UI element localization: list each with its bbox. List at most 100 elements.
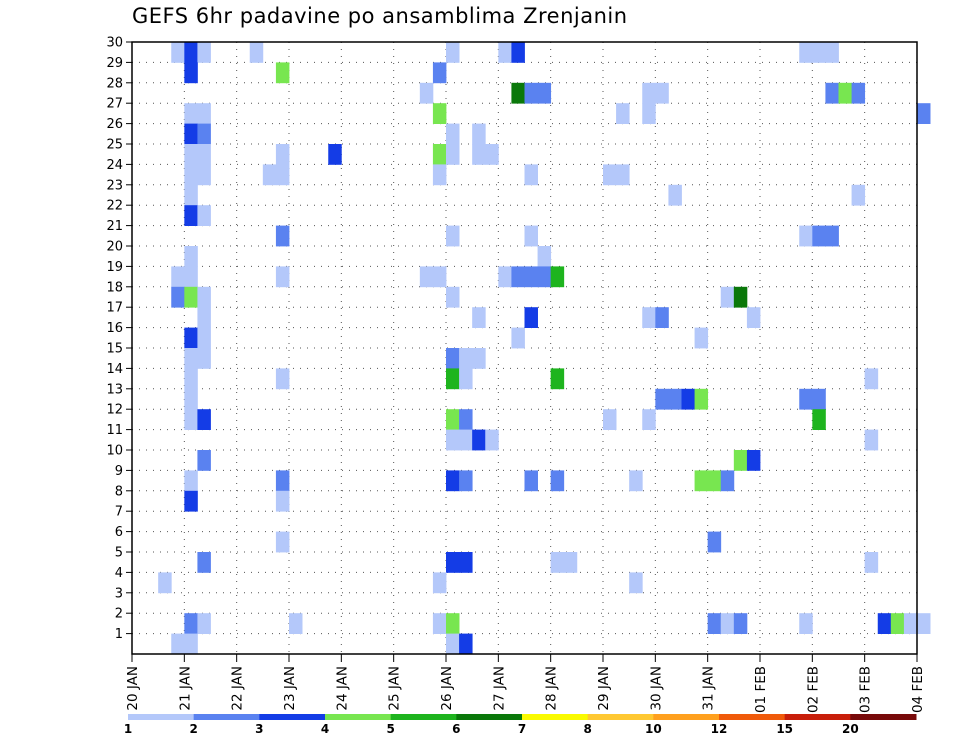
heatmap-cell — [655, 82, 669, 104]
heatmap-cell — [197, 450, 211, 471]
heatmap-cell — [851, 82, 866, 104]
heatmap-cell — [903, 613, 918, 634]
y-tick-label: 20 — [106, 240, 123, 255]
chart-title: GEFS 6hr padavine po ansamblima Zrenjani… — [132, 4, 628, 28]
heatmap-cell — [694, 470, 709, 492]
y-tick-label: 28 — [106, 76, 123, 91]
x-tick-label: 03 FEB — [858, 666, 874, 713]
y-tick-label: 11 — [106, 423, 123, 438]
heatmap-cell — [825, 225, 839, 247]
heatmap-cell — [655, 388, 669, 410]
heatmap-cell — [184, 409, 198, 430]
heatmap-cell — [733, 613, 748, 634]
heatmap-cell — [825, 82, 839, 104]
heatmap-cell — [446, 633, 460, 655]
heatmap-cell — [511, 266, 525, 288]
heatmap-cell — [419, 82, 434, 104]
y-tick-label: 10 — [106, 444, 123, 459]
heatmap-cell — [537, 266, 552, 288]
x-tick-label: 28 JAN — [544, 666, 560, 711]
heatmap-cell — [171, 286, 185, 308]
heatmap-cell — [459, 429, 473, 451]
heatmap-cell — [197, 409, 211, 430]
heatmap-cell — [720, 470, 735, 492]
heatmap-cell — [799, 42, 813, 63]
colorbar-swatch — [850, 714, 917, 720]
y-tick-label: 12 — [106, 403, 123, 418]
heatmap-cell — [158, 572, 172, 594]
y-tick-label: 5 — [115, 546, 123, 561]
heatmap-cell — [184, 62, 198, 84]
heatmap-cell — [550, 470, 565, 492]
heatmap-cell — [864, 429, 879, 451]
colorbar-swatch — [193, 714, 260, 720]
heatmap-cell — [681, 388, 695, 410]
y-tick-label: 29 — [106, 56, 123, 71]
colorbar-label: 4 — [321, 722, 329, 736]
heatmap-cell — [446, 368, 460, 390]
x-tick-label: 29 JAN — [596, 666, 612, 711]
colorbar-label: 3 — [255, 722, 263, 736]
heatmap-cell — [459, 368, 473, 390]
y-tick-label: 23 — [106, 178, 123, 193]
heatmap-cell — [446, 42, 460, 63]
x-tick-label: 25 JAN — [387, 666, 403, 711]
heatmap-cell — [197, 205, 211, 226]
heatmap-cell — [459, 348, 473, 369]
x-tick-label: 04 FEB — [910, 666, 926, 713]
y-tick-label: 8 — [115, 484, 123, 499]
x-tick-label: 26 JAN — [439, 666, 455, 711]
colorbar-swatch — [259, 714, 326, 720]
heatmap-cell — [524, 266, 538, 288]
heatmap-cell — [328, 144, 342, 165]
x-tick-label: 31 JAN — [701, 666, 717, 711]
y-tick-label: 24 — [106, 158, 123, 173]
heatmap-cell — [184, 348, 198, 369]
colorbar-swatch — [719, 714, 786, 720]
heatmap-cell — [498, 266, 512, 288]
heatmap-cell — [197, 144, 211, 165]
heatmap-cell — [616, 103, 630, 124]
heatmap-cell — [275, 531, 290, 553]
heatmap-cell — [184, 123, 198, 145]
y-tick-label: 17 — [106, 301, 123, 316]
heatmap-cell — [432, 572, 447, 594]
y-tick-label: 4 — [115, 566, 123, 581]
colorbar-label: 12 — [711, 722, 728, 736]
heatmap-cell — [825, 42, 839, 63]
heatmap-cell — [432, 103, 447, 124]
heatmap-cell — [459, 633, 473, 655]
heatmap-cell — [537, 82, 552, 104]
heatmap-cell — [197, 613, 211, 634]
y-tick-label: 14 — [106, 362, 123, 377]
heatmap-cell — [432, 62, 447, 84]
heatmap-cell — [249, 42, 264, 63]
heatmap-cell — [472, 307, 486, 328]
y-tick-label: 18 — [106, 280, 123, 295]
heatmap-cell — [197, 123, 211, 145]
heatmap-cell — [184, 368, 198, 390]
colorbar-label: 1 — [124, 722, 132, 736]
y-tick-label: 26 — [106, 117, 123, 132]
colorbar-swatch — [587, 714, 654, 720]
y-tick-label: 2 — [115, 607, 123, 622]
heatmap-cell — [197, 307, 211, 328]
x-axis: 20 JAN 21 JAN 22 JAN 23 JAN 24 JAN 25 JAN 26 J… — [125, 654, 926, 713]
heatmap-cell — [812, 225, 826, 247]
heatmap-cell — [799, 225, 813, 247]
heatmap-cell — [498, 42, 512, 63]
heatmap-cell — [184, 490, 198, 512]
heatmap-cell — [446, 552, 460, 573]
heatmap-cell — [184, 327, 198, 349]
x-tick-label: 30 JAN — [648, 666, 664, 711]
colorbar-label: 10 — [645, 722, 662, 736]
colorbar-label: 8 — [583, 722, 591, 736]
heatmap-cell — [197, 327, 211, 349]
heatmap-cell — [446, 225, 460, 247]
heatmap-cell — [550, 266, 565, 288]
colorbar-swatch — [325, 714, 392, 720]
heatmap-cell — [171, 42, 185, 63]
heatmap-cell — [184, 184, 198, 206]
heatmap-cell — [707, 613, 722, 634]
x-tick-label: 21 JAN — [177, 666, 193, 711]
